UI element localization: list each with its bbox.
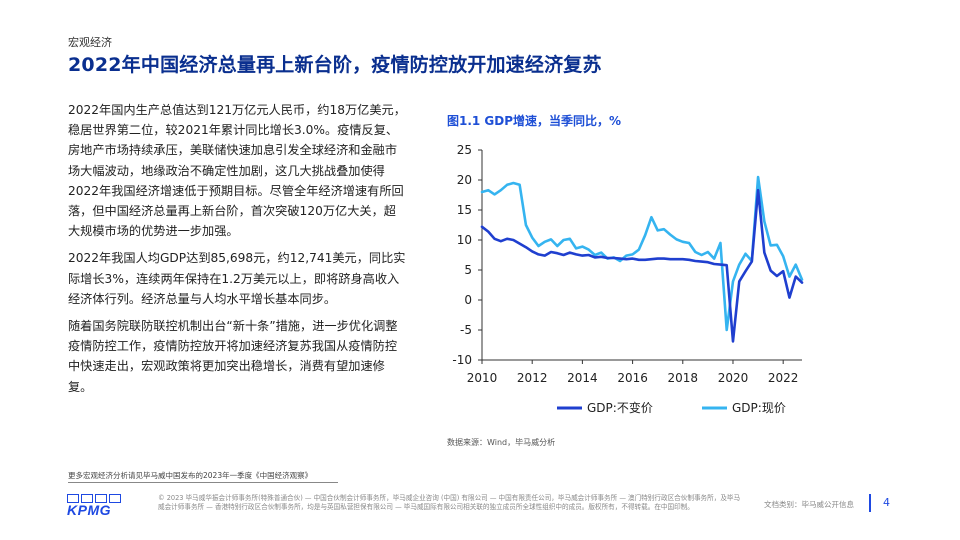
y-tick-label: 0 bbox=[464, 293, 472, 307]
logo-text: KPMG bbox=[67, 502, 111, 518]
legend-label: GDP:不变价 bbox=[587, 400, 653, 415]
logo-boxes bbox=[67, 494, 123, 503]
footer-divider bbox=[68, 482, 338, 483]
y-tick-label: 20 bbox=[457, 173, 472, 187]
y-tick-label: -10 bbox=[452, 353, 472, 367]
y-tick-label: 5 bbox=[464, 263, 472, 277]
y-tick-label: 15 bbox=[457, 203, 472, 217]
y-tick-label: 10 bbox=[457, 233, 472, 247]
page-number: 4 bbox=[883, 496, 890, 509]
paragraph: 2022年国内生产总值达到121万亿元人民币，约18万亿美元，稳居世界第二位，较… bbox=[68, 103, 406, 239]
x-tick-label: 2010 bbox=[467, 371, 498, 385]
y-tick-label: 25 bbox=[457, 143, 472, 157]
y-tick-label: -5 bbox=[460, 323, 472, 337]
body-text: 2022年国内生产总值达到121万亿元人民币，约18万亿美元，稳居世界第二位，较… bbox=[68, 100, 408, 404]
series-line-current-price bbox=[480, 175, 804, 332]
section-label: 宏观经济 bbox=[68, 36, 112, 49]
page-title: 2022年中国经济总量再上新台阶，疫情防控放开加速经济复苏 bbox=[68, 54, 602, 76]
gdp-growth-chart: 25 20 15 10 5 0 -5 -10 2010 2012 2014 2016 2018 2020 2… bbox=[452, 143, 804, 415]
chart-source: 数据来源：Wind，毕马威分析 bbox=[447, 438, 556, 447]
legal-notice: © 2023 毕马威华振会计师事务所(特殊普通合伙) — 中国合伙制会计师事务所… bbox=[158, 494, 741, 511]
x-tick-label: 2012 bbox=[517, 371, 548, 385]
x-tick-label: 2022 bbox=[768, 371, 799, 385]
kpmg-logo: KPMG bbox=[67, 494, 123, 518]
paragraph: 2022年我国人均GDP达到85,698元，约12,741美元，同比实际增长3%… bbox=[68, 251, 406, 306]
chart-title: 图1.1 GDP增速，当季同比，% bbox=[447, 114, 622, 128]
legend-label: GDP:现价 bbox=[732, 401, 786, 415]
footer-separator bbox=[869, 494, 871, 512]
series-line-constant-price bbox=[480, 188, 804, 343]
document-classification: 文档类别：毕马威公开信息 bbox=[764, 500, 854, 509]
x-tick-label: 2018 bbox=[668, 371, 699, 385]
more-info-note: 更多宏观经济分析请见毕马威中国发布的2023年一季度《中国经济观察》 bbox=[68, 471, 313, 480]
paragraph: 随着国务院联防联控机制出台“新十条”措施，进一步优化调整疫情防控工作，疫情防控放… bbox=[68, 319, 398, 394]
x-tick-label: 2014 bbox=[567, 371, 598, 385]
x-tick-label: 2020 bbox=[718, 371, 749, 385]
x-tick-label: 2016 bbox=[617, 371, 648, 385]
